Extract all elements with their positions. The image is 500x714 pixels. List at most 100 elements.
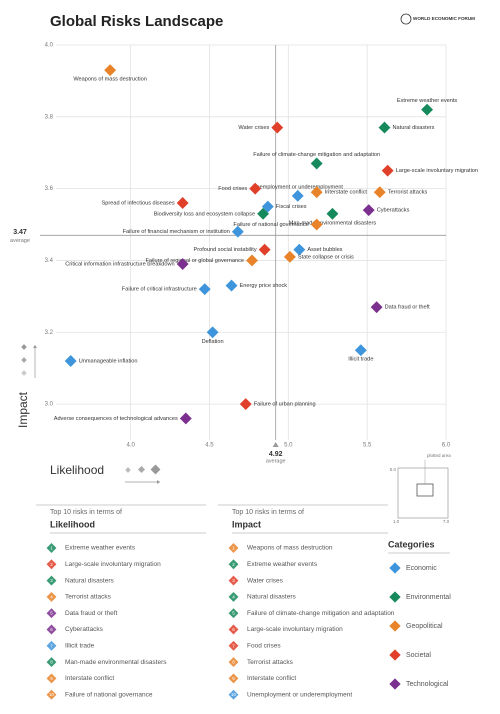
average-value: 4.92	[269, 451, 283, 458]
risk-marker	[283, 250, 296, 263]
list-rank: 7	[232, 643, 235, 648]
legend-label: Environmental	[406, 594, 451, 601]
list-item: Interstate conflict	[65, 675, 114, 682]
list-item: Terrorist attacks	[65, 594, 112, 601]
list-item: Food crises	[247, 643, 281, 650]
list-marker	[46, 575, 57, 586]
legend-marker	[389, 562, 401, 574]
list-marker	[46, 624, 57, 635]
risk-label: Fiscal crises	[276, 204, 307, 210]
list-rank: 1	[50, 545, 53, 550]
risk-label: Failure of urban planning	[254, 402, 316, 408]
legend-marker	[389, 620, 401, 632]
list-title: Impact	[232, 519, 261, 529]
list-heading: Top 10 risks in terms of	[232, 509, 304, 516]
risk-label: State collapse or crisis	[298, 254, 354, 260]
list-rank: 10	[231, 692, 237, 697]
risk-label: Profound social instability	[194, 247, 257, 253]
risk-label: Failure of climate-change mitigation and…	[253, 152, 380, 158]
risk-label: Biodiversity loss and ecosystem collapse	[154, 211, 255, 217]
risk-label: Interstate conflict	[325, 190, 368, 196]
risk-label: Water crises	[238, 125, 269, 131]
list-rank: 4	[232, 594, 235, 599]
inset-tick: 1.0	[393, 519, 400, 524]
list-item: Extreme weather events	[65, 545, 136, 552]
list-item: Extreme weather events	[247, 561, 318, 568]
risk-label: Asset bubbles	[307, 247, 342, 253]
x-tick-label: 5.5	[363, 443, 372, 449]
list-item: Man-made environmental disasters	[65, 659, 167, 666]
x-tick-label: 4.0	[126, 443, 135, 449]
legend-title: Categories	[388, 539, 435, 549]
size-legend	[21, 344, 161, 484]
x-axis-title: Likelihood	[50, 463, 104, 477]
list-rank: 5	[50, 611, 53, 616]
list-rank: 9	[50, 676, 53, 681]
page-title: Global Risks Landscape	[50, 13, 223, 30]
logo-mark	[400, 13, 412, 25]
list-item: Natural disasters	[65, 577, 115, 584]
list-marker	[228, 559, 239, 570]
list-rank: 2	[232, 562, 235, 567]
average-label: average	[266, 458, 286, 464]
risk-marker	[249, 182, 262, 195]
list-marker	[228, 591, 239, 602]
list-item: Illicit trade	[65, 643, 95, 650]
y-tick-label: 3.0	[45, 402, 54, 408]
inset-label: plotted area	[427, 453, 451, 458]
risk-label: Terrorist attacks	[388, 190, 428, 196]
risk-label: Weapons of mass destruction	[73, 77, 147, 83]
list-item: Terrorist attacks	[247, 659, 294, 666]
inset-tick: 7.0	[443, 519, 450, 524]
list-rank: 7	[50, 643, 53, 648]
average-value: 3.47	[13, 229, 27, 236]
list-rank: 10	[49, 692, 55, 697]
risk-marker	[176, 197, 189, 209]
risk-marker	[378, 121, 391, 134]
risk-label: Man-made environmental disasters	[289, 220, 377, 226]
risk-marker	[354, 344, 367, 357]
risk-label: Failure of financial mechanism or instit…	[123, 229, 230, 235]
average-label: average	[10, 238, 30, 244]
list-rank: 1	[232, 545, 235, 550]
y-tick-label: 4.0	[45, 43, 54, 49]
list-item: Interstate conflict	[247, 675, 296, 682]
risk-label: Large-scale involuntary migration	[396, 168, 478, 174]
risk-label: Failure of critical infrastructure	[122, 287, 197, 293]
legend-marker	[389, 591, 401, 603]
y-tick-label: 3.2	[45, 330, 54, 336]
list-item: Data fraud or theft	[65, 610, 118, 617]
list-marker	[228, 543, 239, 553]
list-rank: 5	[232, 611, 235, 616]
y-tick-label: 3.8	[45, 114, 54, 120]
list-marker	[228, 673, 239, 684]
list-item: Weapons of mass destruction	[247, 545, 333, 552]
list-rank: 8	[50, 660, 53, 665]
list-rank: 6	[232, 627, 235, 632]
x-tick-label: 5.0	[284, 443, 293, 449]
risk-marker	[258, 243, 271, 256]
list-rank: 4	[50, 594, 53, 599]
risk-marker	[291, 189, 304, 202]
list-rank: 8	[232, 660, 235, 665]
logo: WORLD ECONOMIC FORUM	[413, 16, 475, 21]
risk-label: Data fraud or theft	[385, 305, 431, 311]
risk-label: Critical information infrastructure brea…	[65, 262, 174, 268]
risk-marker	[206, 326, 219, 339]
risk-marker	[104, 64, 117, 77]
list-item: Large-scale involuntary migration	[65, 561, 161, 568]
risk-label: Unemployment or underemployment	[253, 184, 344, 190]
x-tick-label: 6.0	[442, 443, 451, 449]
list-item: Natural disasters	[247, 594, 297, 601]
risk-marker	[362, 204, 375, 217]
risk-label: Cyberattacks	[377, 208, 410, 214]
list-rank: 9	[232, 676, 235, 681]
risk-label: Failure of regional or global governance	[145, 258, 244, 264]
list-rank: 2	[50, 562, 53, 567]
risk-marker	[198, 283, 211, 296]
risk-label: Failure of national governance	[233, 222, 308, 228]
legend-marker	[389, 649, 401, 661]
legend-marker	[389, 678, 401, 690]
list-item: Large-scale involuntary migration	[247, 626, 343, 633]
average-marker	[272, 442, 279, 447]
